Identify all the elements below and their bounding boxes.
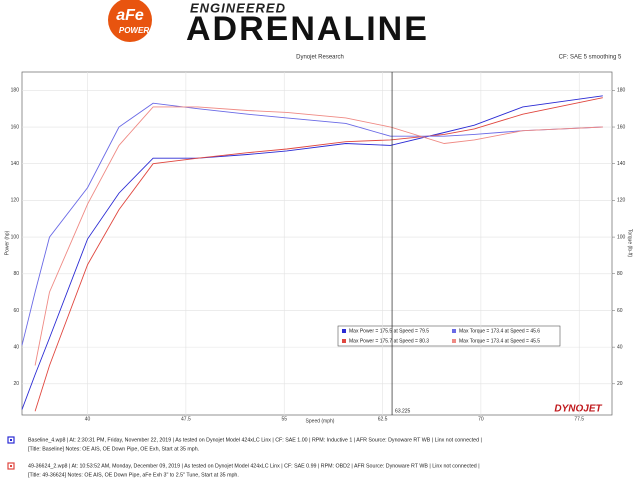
legend-label: Max Torque = 173.4 at Speed = 45.5 [459,338,540,344]
y2-tick-label: 20 [617,381,623,387]
y2-tick-label: 120 [617,198,626,204]
y2-tick-label: 100 [617,234,626,240]
y2-tick-label: 80 [617,271,623,277]
run-swatch-dot [10,465,12,467]
tagline: ENGINEERED [190,0,286,15]
legend-box [337,325,561,347]
y2-tick-label: 160 [617,124,626,130]
legend-label: Max Torque = 173.4 at Speed = 45.6 [459,328,540,334]
legend-label: Max Power = 175.5 at Speed = 79.5 [349,328,429,334]
chart-title: Dynojet Research [296,55,344,61]
series-line [34,106,603,366]
chart-subtitle: CF: SAE 5 smoothing 5 [559,55,622,61]
brand: DYNOJET [554,404,602,415]
logo: aFe [116,7,144,24]
legend-swatch [452,339,456,343]
x-tick-label: 47.5 [181,416,191,422]
y-tick-label: 160 [11,124,20,130]
series-line [21,102,603,346]
run-notes: [Title: Baseline] Notes: OE AIS, OE Down… [28,446,199,452]
legend-swatch [342,339,346,343]
series-line [34,97,603,412]
y2-tick-label: 40 [617,344,623,350]
y2-tick-label: 140 [617,161,626,167]
plot-frame [21,71,613,416]
y2-tick-label: 60 [617,308,623,314]
y-tick-label: 40 [13,344,19,350]
legend-label: Max Power = 175.7 at Speed = 80.3 [349,338,429,344]
y-tick-label: 180 [11,88,20,94]
x-axis-title: Speed (mph) [306,418,335,424]
y-tick-label: 60 [13,308,19,314]
x-tick-label: 55 [281,416,287,422]
y-tick-label: 100 [11,234,20,240]
run-info: Baseline_4.wp8 | At: 2:30:31 PM, Friday,… [28,437,482,443]
x-tick-label: 40 [85,416,91,422]
run-swatch [7,436,15,444]
y-axis-title: Power (hp) [4,230,10,255]
y-tick-label: 80 [13,271,19,277]
y-tick-label: 20 [13,381,19,387]
y-tick-label: 140 [11,161,20,167]
x-tick-label: 77.5 [574,416,584,422]
x-tick-label: 70 [478,416,484,422]
run-notes: [Title: 49-36624] Notes: OE AIS, OE Down… [28,472,239,478]
run-info: 49-36624_2.wp8 | At: 10:53:52 AM, Monday… [28,463,480,469]
y2-tick-label: 180 [617,88,626,94]
legend-swatch [452,329,456,333]
series-line [21,95,603,410]
cursor-label: 63.225 [395,408,411,414]
x-tick-label: 62.5 [378,416,388,422]
legend-swatch [342,329,346,333]
y2-axis-title: Torque (lb-ft) [627,229,633,258]
headline: ADRENALINE [186,10,429,48]
run-swatch-dot [10,439,12,441]
run-swatch [7,462,15,470]
y-tick-label: 120 [11,198,20,204]
logo-badge [108,0,152,42]
logo-sub: POWER [119,26,149,35]
